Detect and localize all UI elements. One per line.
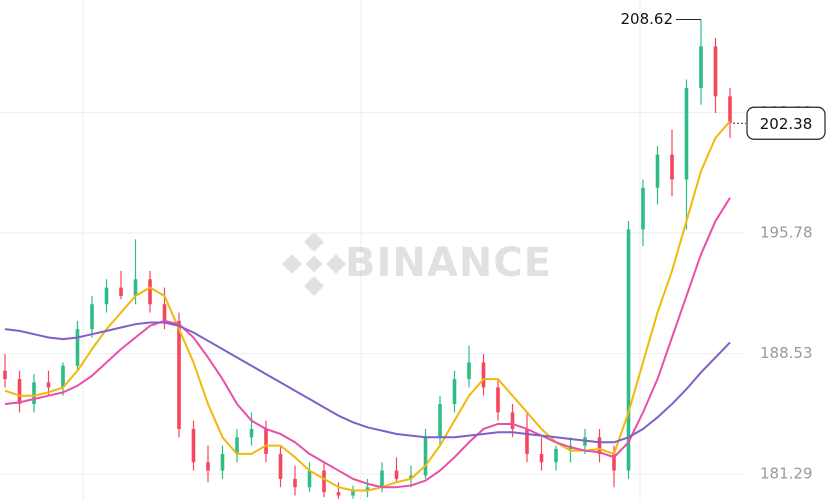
candle-body	[32, 382, 36, 405]
candle-body	[162, 304, 167, 321]
candle-body	[119, 287, 123, 296]
watermark-logo	[282, 232, 346, 296]
candle-body	[728, 96, 732, 124]
candle-body	[104, 287, 109, 305]
candle-body	[90, 304, 94, 330]
candle-body	[307, 470, 312, 488]
candle-body	[438, 404, 442, 438]
candle-body	[467, 362, 471, 380]
candle-body	[510, 412, 515, 429]
candle-body	[699, 46, 703, 88]
candles	[3, 19, 732, 499]
candle-body	[597, 437, 602, 454]
candle-body	[539, 453, 544, 463]
candle-body	[554, 448, 558, 463]
candle-body	[75, 329, 80, 366]
y-tick-label: 195.78	[760, 224, 813, 242]
candle-body	[626, 229, 631, 471]
candle-body	[264, 428, 268, 454]
candle-body	[235, 437, 239, 454]
last-price-box	[746, 106, 826, 140]
candle-body	[670, 154, 674, 180]
y-tick-label: 181.29	[760, 465, 813, 483]
candle-body	[684, 87, 689, 180]
candle-body	[612, 453, 616, 471]
candle-body	[365, 487, 370, 491]
moving-average-line	[4, 321, 731, 444]
candle-body	[148, 279, 152, 305]
candle-body	[206, 462, 210, 471]
candle-body	[133, 279, 138, 296]
candle-body	[322, 470, 326, 493]
y-tick-label: 188.53	[760, 344, 813, 362]
candle-body	[278, 453, 283, 479]
watermark: BINANCE	[282, 232, 552, 296]
candle-body	[423, 437, 428, 476]
last-price-label: 202.38	[760, 115, 813, 133]
candle-body	[46, 382, 51, 388]
candle-body	[496, 387, 500, 413]
candle-body	[249, 428, 254, 438]
moving-average-line	[4, 197, 731, 489]
candle-body	[394, 470, 399, 479]
moving-average-line	[4, 120, 731, 492]
watermark-text: BINANCE	[345, 240, 552, 286]
candle-body	[713, 46, 718, 97]
candle-body	[641, 187, 645, 230]
candle-body	[351, 490, 355, 496]
candle-body	[409, 475, 413, 479]
candle-body	[3, 370, 7, 380]
candle-body	[17, 379, 22, 405]
candle-body	[336, 492, 341, 496]
candle-body	[481, 362, 486, 388]
candle-body	[525, 428, 529, 454]
candle-body	[655, 154, 660, 188]
candle-body	[191, 428, 196, 463]
candle-body	[220, 453, 225, 471]
candle-body	[61, 365, 65, 388]
candle-body	[452, 379, 457, 405]
candle-body	[380, 470, 384, 488]
high-label: 208.62	[621, 10, 674, 28]
candle-body	[293, 478, 297, 488]
candle-body	[177, 320, 181, 429]
